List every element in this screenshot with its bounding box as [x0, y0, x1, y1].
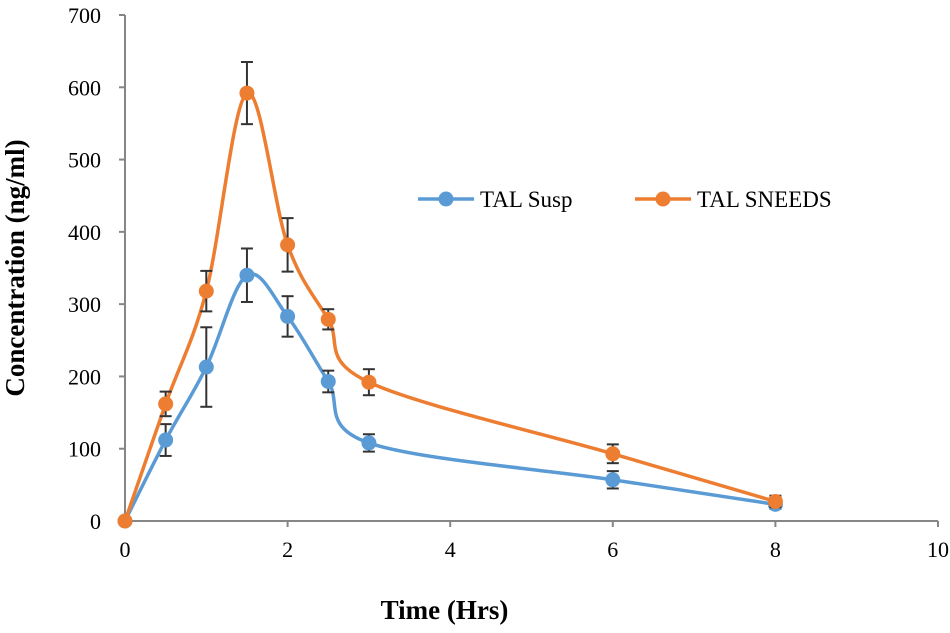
data-point: [158, 432, 174, 448]
data-point: [239, 85, 255, 101]
x-tick-label: 10: [927, 537, 949, 562]
y-tick-label: 300: [68, 292, 101, 317]
x-tick-label: 4: [445, 537, 456, 562]
x-tick-label: 8: [770, 537, 781, 562]
x-tick-label: 0: [120, 537, 131, 562]
y-axis-title: Concentration (ng/ml): [0, 139, 30, 396]
data-point: [198, 359, 214, 375]
y-tick-label: 600: [68, 75, 101, 100]
data-point: [361, 435, 377, 451]
data-point: [280, 237, 296, 253]
series-layer: [117, 60, 783, 529]
data-point: [198, 283, 214, 299]
axes: [124, 15, 938, 522]
y-tick-label: 400: [68, 220, 101, 245]
legend-item: TAL Susp: [418, 187, 573, 212]
y-tick-label: 700: [68, 3, 101, 28]
legend-label: TAL Susp: [480, 187, 573, 212]
x-tick-label: 2: [282, 537, 293, 562]
data-point: [280, 308, 296, 324]
data-point: [361, 374, 377, 390]
series-line: [123, 272, 776, 522]
legend-item: TAL SNEEDS: [635, 187, 832, 212]
data-point: [320, 373, 336, 389]
legend-label: TAL SNEEDS: [697, 187, 832, 212]
legend-marker: [655, 191, 671, 207]
data-point: [239, 267, 255, 283]
series-line: [123, 91, 776, 522]
data-point: [320, 311, 336, 327]
x-axis-title: Time (Hrs): [381, 595, 509, 625]
series-tal-sneeds: [117, 60, 783, 529]
y-tick-label: 200: [68, 364, 101, 389]
y-tick-label: 0: [90, 509, 101, 534]
legend: TAL Susp TAL SNEEDS: [418, 187, 832, 212]
data-point: [117, 513, 133, 529]
data-point: [605, 446, 621, 462]
y-tick-label: 100: [68, 437, 101, 462]
x-tick-label: 6: [607, 537, 618, 562]
y-tick-label: 500: [68, 148, 101, 173]
data-point: [605, 472, 621, 488]
data-point: [158, 396, 174, 412]
ticks: 0 100 200 300 400 500 600 700 0 2 4 6 8 10: [68, 3, 949, 562]
data-point: [767, 493, 783, 509]
legend-marker: [438, 191, 454, 207]
series-tal-susp: [117, 247, 783, 529]
